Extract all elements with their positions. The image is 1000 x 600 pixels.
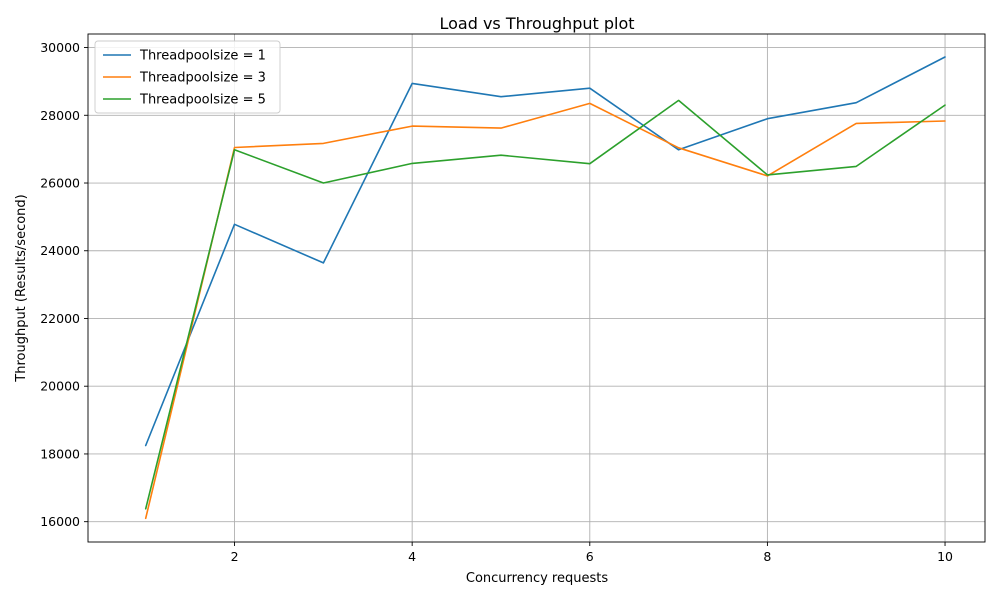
- legend-label-2: Threadpoolsize = 3: [139, 71, 266, 86]
- y-tick-label: 22000: [40, 311, 80, 326]
- legend-box: [94, 40, 281, 114]
- y-tick-label: 18000: [40, 446, 80, 461]
- series-line-3: [144, 99, 946, 510]
- series-line-1: [144, 56, 946, 447]
- x-tick-label: 2: [231, 549, 239, 564]
- y-axis-label: Throughput (Results/second): [14, 194, 29, 382]
- y-tick-label: 16000: [40, 514, 80, 529]
- legend-label-3: Threadpoolsize = 5: [139, 93, 266, 108]
- y-tick-label: 20000: [40, 379, 80, 394]
- x-tick-label: 6: [586, 549, 594, 564]
- y-tick-label: 28000: [40, 108, 80, 123]
- x-tick-label: 10: [937, 549, 953, 564]
- legend: Threadpoolsize = 1 Threadpoolsize = 3 Thre…: [94, 40, 281, 114]
- chart-title: Load vs Throughput plot: [439, 14, 634, 33]
- grid: [88, 34, 985, 542]
- plot-frame: [87, 33, 986, 543]
- series-lines: [144, 56, 946, 520]
- x-tick-label: 4: [408, 549, 416, 564]
- x-axis-label: Concurrency requests: [466, 571, 608, 586]
- y-tick-label: 26000: [40, 176, 80, 191]
- axis-ticks: 2 4 6 8 10 16000 18000 20000 22000 24000 26000 2800…: [40, 40, 953, 564]
- x-tick-label: 8: [763, 549, 771, 564]
- y-tick-label: 24000: [40, 243, 80, 258]
- legend-label-1: Threadpoolsize = 1: [139, 49, 266, 64]
- y-tick-label: 30000: [40, 40, 80, 55]
- series-line-2: [144, 102, 946, 520]
